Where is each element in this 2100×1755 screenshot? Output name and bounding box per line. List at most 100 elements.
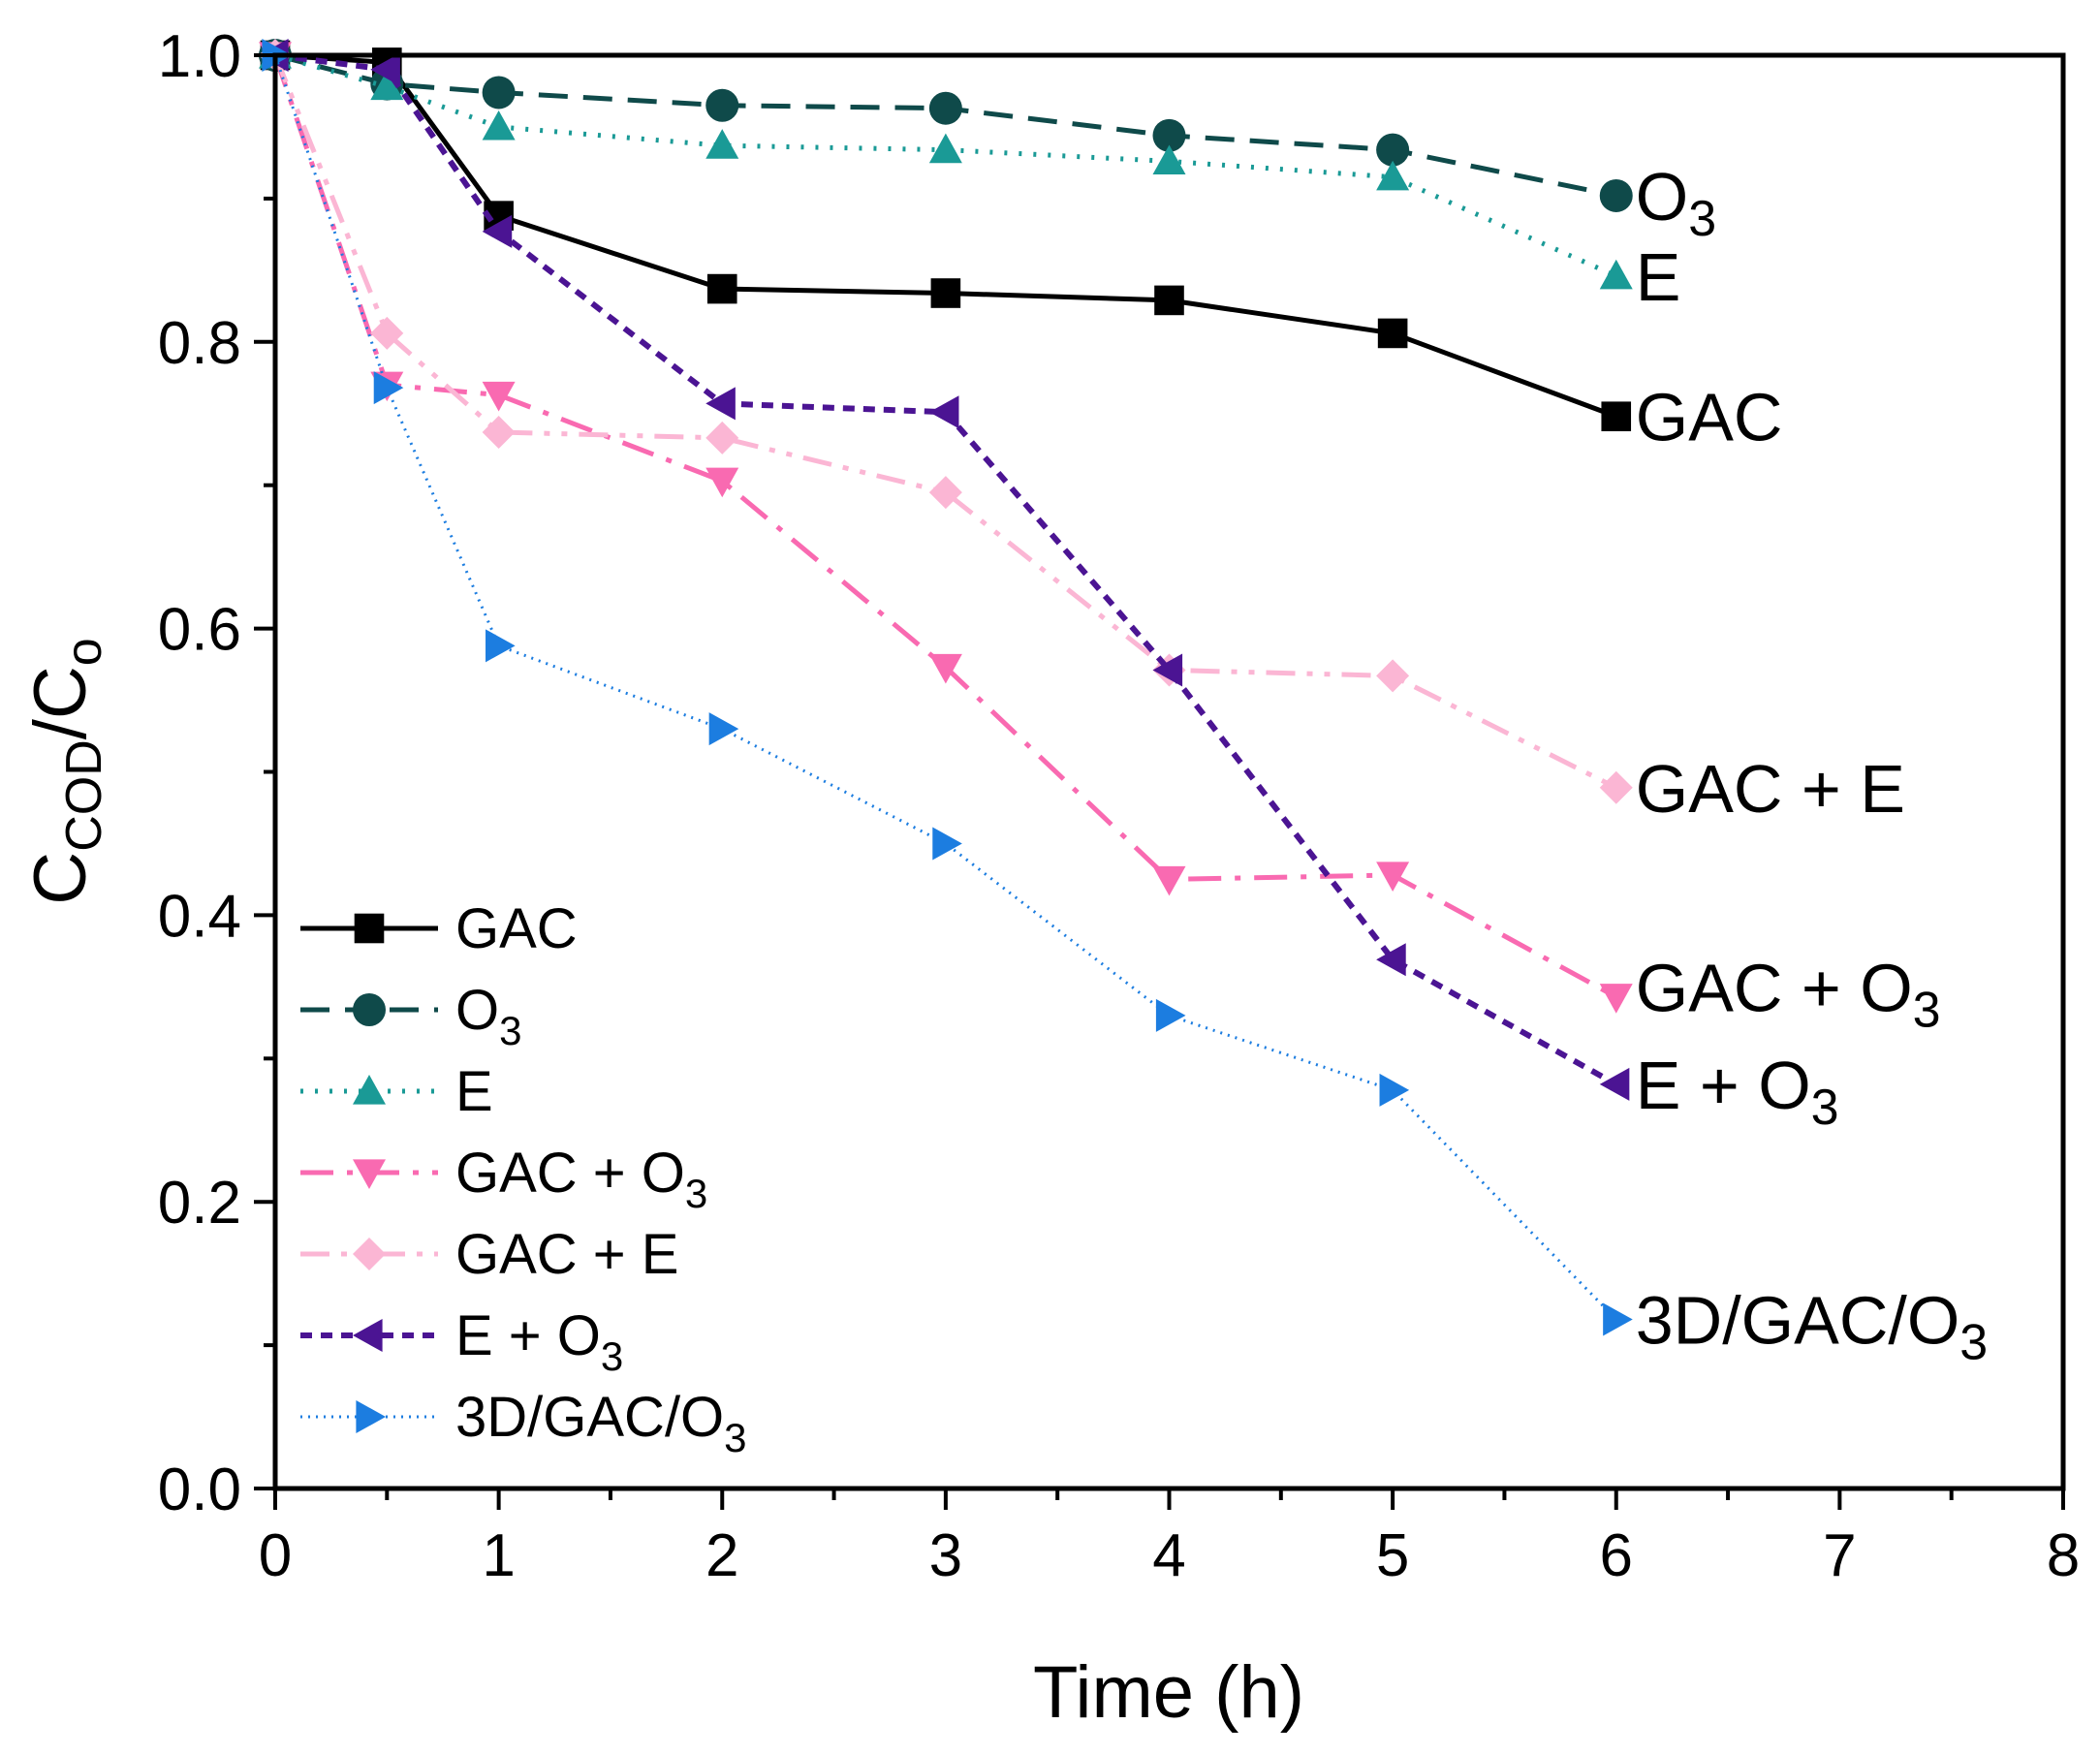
data-point-e_o3 <box>482 214 513 248</box>
legend-marker-gac_o3 <box>353 1159 386 1189</box>
series-line-e_o3 <box>274 52 1618 1087</box>
y-axis-title-sep: /C <box>19 666 102 739</box>
data-point-gac_e <box>928 476 962 510</box>
legend-label-gac_e-main: GAC + E <box>455 1223 678 1286</box>
series-gac <box>260 40 1632 432</box>
x-tick-label: 7 <box>1823 1522 1856 1589</box>
legend-label-o3: O3 <box>455 979 521 1053</box>
end-label-d3-main: 3D/GAC/O <box>1636 1282 1960 1358</box>
axis-labels: 0 1 2 3 4 5 6 7 8 0.0 0.2 0.4 0.6 0.8 1.0 <box>158 23 2080 1589</box>
data-point-gac_o3 <box>705 467 739 498</box>
legend-label-e: E <box>455 1060 493 1123</box>
data-point-e_o3 <box>370 52 400 86</box>
legend-label-gac: GAC <box>455 897 578 960</box>
legend-entry-d3: 3D/GAC/O3 <box>300 1386 747 1460</box>
data-point-gac_e <box>705 421 739 454</box>
legend-label-e_o3: E + O3 <box>455 1304 623 1379</box>
y-tick-label: 0.4 <box>158 883 241 950</box>
data-point-e_o3 <box>1599 1067 1630 1101</box>
legend-label-gac_o3-main: GAC + O <box>455 1142 685 1205</box>
end-label-o3-main: O <box>1636 159 1688 235</box>
x-tick-label: 0 <box>259 1522 292 1589</box>
x-tick-label: 1 <box>482 1522 515 1589</box>
data-point-e_o3 <box>1376 943 1406 977</box>
end-label-o3-sub: 3 <box>1688 191 1716 247</box>
x-tick-label: 4 <box>1152 1522 1185 1589</box>
legend-label-d3-main: 3D/GAC/O <box>455 1386 724 1449</box>
x-axis-title: Time (h) <box>1033 1651 1304 1734</box>
y-axis-title: CCOD/Co <box>19 638 112 904</box>
data-point-e <box>1152 144 1186 175</box>
x-tick-label: 6 <box>1600 1522 1633 1589</box>
legend-marker-e <box>353 1075 386 1105</box>
legend-label-e_o3-main: E + O <box>455 1304 601 1367</box>
legend-entry-gac_o3: GAC + O3 <box>300 1142 707 1216</box>
data-point-gac <box>706 273 737 304</box>
end-label-gac-main: GAC <box>1636 380 1783 455</box>
data-point-o3 <box>705 88 739 122</box>
x-tick-label: 5 <box>1376 1522 1409 1589</box>
legend-label-gac-main: GAC <box>455 897 578 960</box>
data-point-e <box>928 133 962 164</box>
data-point-gac <box>1377 318 1408 349</box>
end-label-e: E <box>1636 239 1681 315</box>
data-point-o3 <box>928 91 962 125</box>
legend-marker-d3 <box>356 1400 386 1433</box>
end-label-gac_o3: GAC + O3 <box>1636 951 1941 1039</box>
data-point-o3 <box>1152 118 1186 152</box>
legend-label-e-main: E <box>455 1060 493 1123</box>
legend-entry-o3: O3 <box>300 979 521 1053</box>
end-label-d3-sub: 3 <box>1959 1314 1988 1370</box>
end-label-e_o3-sub: 3 <box>1811 1080 1839 1136</box>
legend-label-gac_o3-sub: 3 <box>685 1171 707 1216</box>
y-axis-title-sub-cod: COD <box>56 739 112 852</box>
legend-label-o3-main: O <box>455 979 499 1042</box>
data-point-gac_o3 <box>928 653 962 684</box>
legend-entry-e: E <box>300 1060 493 1123</box>
data-point-d3 <box>486 629 516 663</box>
data-point-gac <box>1154 285 1184 316</box>
data-point-d3 <box>1603 1302 1633 1336</box>
y-tick-label: 0.6 <box>158 597 241 664</box>
data-point-e <box>705 129 739 159</box>
data-point-gac <box>930 278 961 308</box>
end-label-e_o3-main: E + O <box>1636 1048 1811 1123</box>
data-point-o3 <box>1599 178 1633 212</box>
legend-marker-o3 <box>353 993 386 1026</box>
end-label-gac_e-main: GAC + E <box>1636 751 1905 827</box>
legend-entry-gac_e: GAC + E <box>300 1223 678 1286</box>
data-point-e <box>1599 259 1633 290</box>
legend-label-e_o3-sub: 3 <box>601 1333 623 1379</box>
data-point-e_o3 <box>928 395 959 429</box>
series-line-gac <box>274 52 1617 420</box>
series-line-o3 <box>274 52 1617 199</box>
series-layer <box>259 39 1633 1336</box>
data-point-e <box>1376 160 1410 191</box>
y-tick-label: 1.0 <box>158 23 241 90</box>
x-tick-label: 3 <box>929 1522 962 1589</box>
legend-marker-e_o3 <box>353 1319 383 1352</box>
data-point-o3 <box>482 76 516 110</box>
end-label-gac_o3-sub: 3 <box>1913 983 1941 1039</box>
y-axis-title-c: C <box>19 852 102 905</box>
y-tick-label: 0.2 <box>158 1170 241 1237</box>
data-point-gac_e <box>370 316 404 350</box>
legend-entry-e_o3: E + O3 <box>300 1304 623 1379</box>
data-point-gac_e <box>1376 659 1410 693</box>
data-point-gac_o3 <box>1599 984 1633 1014</box>
end-label-gac_e: GAC + E <box>1636 751 1905 827</box>
end-label-gac: GAC <box>1636 380 1783 455</box>
axis-ticks <box>254 53 2065 1510</box>
data-point-e_o3 <box>705 387 736 421</box>
x-tick-label: 8 <box>2047 1522 2080 1589</box>
data-point-e <box>482 110 516 141</box>
legend-label-o3-sub: 3 <box>499 1008 521 1053</box>
data-point-gac_e <box>482 415 516 449</box>
end-label-o3: O3 <box>1636 159 1716 247</box>
data-point-gac_o3 <box>1152 865 1186 896</box>
data-point-d3 <box>373 371 404 405</box>
data-point-gac_e <box>1599 770 1633 804</box>
